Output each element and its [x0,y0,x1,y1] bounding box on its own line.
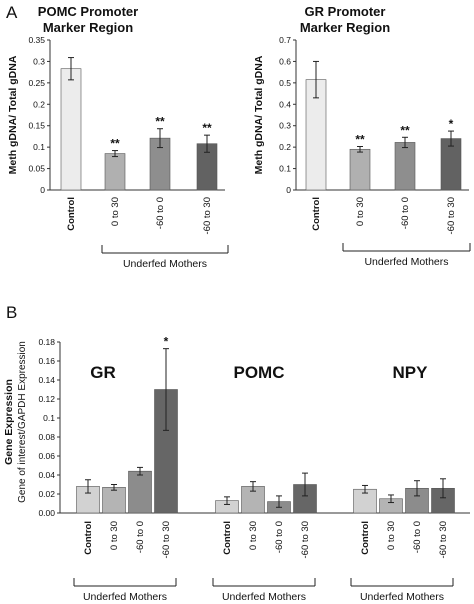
chart1-x-tick-label: -60 to 0 [155,197,166,229]
chart1-significance-label: ** [155,115,165,129]
chart3-x-tick-label: 0 to 30 [386,521,397,550]
chart3-x-tick-label: -60 to 30 [438,521,449,559]
chart3-bar [102,487,126,514]
chart3-y-tick-label: 0.18 [38,337,55,347]
chart2-y-tick-label: 0.5 [279,78,291,88]
chart1-y-tick-label: 0.25 [28,78,45,88]
chart1-y-tick-label: 0.15 [28,121,45,131]
chart3-significance-label: * [164,335,169,349]
chart3-y-tick-label: 0.06 [38,451,55,461]
chart3-group-title-npy: NPY [393,363,429,382]
chart3-x-tick-label: 0 to 30 [109,521,120,550]
chart2-y-tick-label: 0.7 [279,35,291,45]
chart3-y-tick-label: 0.08 [38,432,55,442]
chart3-y-tick-label: 0.00 [38,508,55,518]
chart2-y-tick-label: 0.4 [279,99,291,109]
chart3-x-tick-label: -60 to 0 [412,521,423,553]
chart3-x-tick-label: Control [360,521,371,555]
chart3-x-tick-label: -60 to 30 [300,521,311,559]
chart3-bracket-label: Underfed Mothers [83,591,167,603]
chart2-significance-label: ** [400,123,410,137]
chart2-title-line1: GR Promoter [305,4,386,19]
chart3-y-axis-label: Gene Expression [3,379,15,465]
chart1-y-tick-label: 0.2 [33,99,45,109]
chart1-x-tick-label: -60 to 30 [202,197,213,235]
chart3-x-tick-label: 0 to 30 [248,521,259,550]
chart2-bracket-label: Underfed Mothers [364,256,448,268]
chart3-group-title-pomc: POMC [234,363,285,382]
chart1-bracket-label: Underfed Mothers [123,258,207,270]
chart2-title-line2: Marker Region [300,20,390,35]
chart1-y-axis-label: Meth gDNA/ Total gDNA [7,55,19,174]
chart1-x-tick-label: 0 to 30 [110,197,121,226]
chart3-y-tick-label: 0.16 [38,356,55,366]
chart3-group-title-gr: GR [90,363,116,382]
panel-label-b: B [6,303,17,322]
chart2-bar [349,148,371,191]
chart3-y-axis-sublabel: Gene of interest/GAPDH Expression [17,341,28,503]
chart1-title-line2: Marker Region [43,20,133,35]
chart2-significance-label: * [449,117,454,131]
chart3-x-tick-label: -60 to 0 [135,521,146,553]
chart3-x-tick-label: Control [83,521,94,555]
chart1-y-tick-label: 0.05 [28,164,45,174]
chart2-x-tick-label: 0 to 30 [355,197,366,226]
chart3-y-tick-label: 0.14 [38,375,55,385]
chart1-significance-label: ** [110,137,120,151]
chart1-y-tick-label: 0.1 [33,142,45,152]
panel-label-a: A [6,3,18,22]
chart3-x-tick-label: -60 to 30 [161,521,172,559]
chart1-bar [104,153,126,191]
chart2-y-tick-label: 0.2 [279,142,291,152]
chart2-significance-label: ** [355,133,365,147]
chart3-y-tick-label: 0.1 [43,413,55,423]
chart3-y-tick-label: 0.04 [38,470,55,480]
chart3-bracket-label: Underfed Mothers [360,591,444,603]
chart2-x-tick-label: Control [311,197,322,231]
chart3-y-tick-label: 0.02 [38,489,55,499]
chart3-bracket-label: Underfed Mothers [222,591,306,603]
chart2-x-tick-label: -60 to 30 [446,197,457,235]
chart1-y-tick-label: 0 [40,185,45,195]
chart3-bar [128,470,152,514]
chart1-title-line1: POMC Promoter [38,4,138,19]
chart2-y-tick-label: 0.1 [279,164,291,174]
chart2-y-tick-label: 0.6 [279,56,291,66]
chart3-y-tick-label: 0.12 [38,394,55,404]
chart3-x-tick-label: Control [222,521,233,555]
chart1-y-tick-label: 0.3 [33,56,45,66]
chart2-bar [394,142,416,191]
chart1-significance-label: ** [202,121,212,135]
chart1-x-tick-label: Control [66,197,77,231]
chart2-y-tick-label: 0.3 [279,121,291,131]
chart2-y-axis-label: Meth gDNA/ Total gDNA [253,55,265,174]
chart2-x-tick-label: -60 to 0 [400,197,411,229]
chart1-y-tick-label: 0.35 [28,35,45,45]
chart3-x-tick-label: -60 to 0 [274,521,285,553]
chart2-y-tick-label: 0 [286,185,291,195]
chart1-bar [60,68,82,191]
